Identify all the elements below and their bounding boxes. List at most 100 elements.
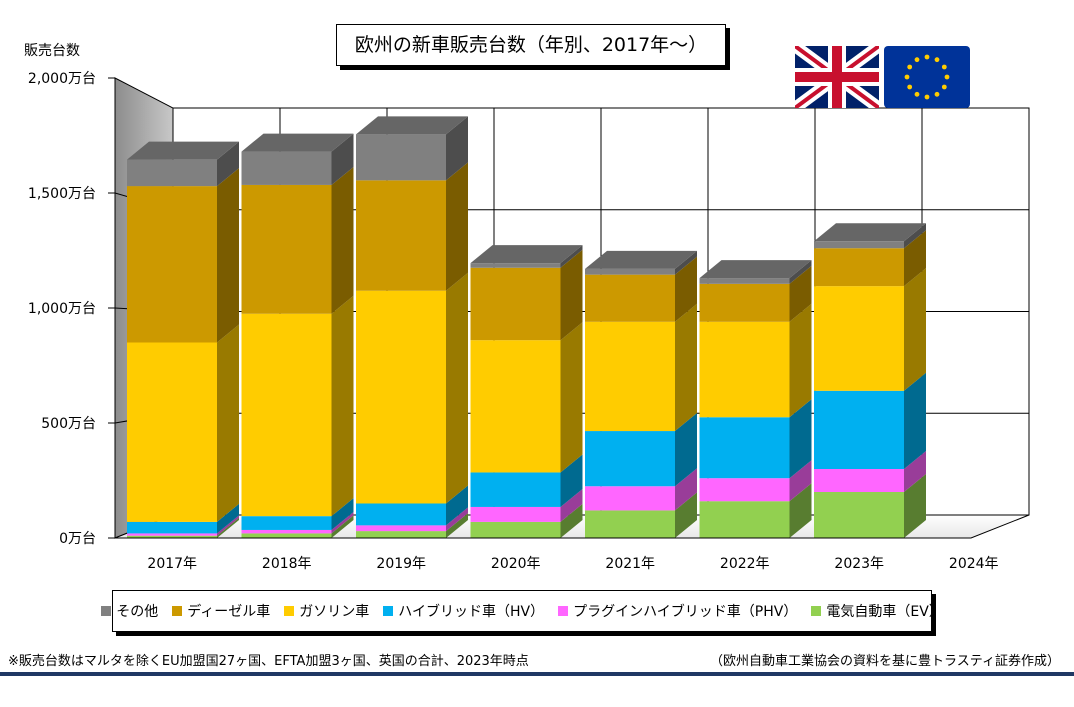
legend-item: その他: [101, 601, 158, 621]
bar-segment: [470, 267, 561, 341]
bar-segment: [241, 516, 332, 530]
eu-flag-icon: [884, 46, 970, 108]
legend-item: プラグインハイブリッド車（PHV）: [558, 601, 797, 621]
bar-top: [814, 223, 926, 242]
legend-label: 電気自動車（EV）: [826, 604, 943, 620]
bar-stack: [241, 133, 354, 538]
bar-segment: [356, 531, 446, 538]
bar-side: [560, 322, 583, 473]
bar-segment: [814, 241, 904, 249]
bar-stack: [127, 141, 239, 538]
x-tick-label: 2022年: [720, 556, 770, 572]
footnote: ※販売台数はマルタを除くEU加盟国27ヶ国、EFTA加盟3ヶ国、英国の合計、20…: [8, 654, 529, 669]
bar-side: [446, 507, 468, 532]
bar-side: [904, 451, 926, 492]
bar-segment: [699, 321, 790, 418]
bar-segment: [814, 286, 904, 391]
legend-label: ハイブリッド車（HV）: [398, 604, 545, 620]
bar-segment: [470, 506, 561, 522]
bar-side: [904, 474, 926, 538]
bar-top: [699, 260, 812, 279]
bar-side: [560, 488, 583, 522]
bar-segment: [470, 472, 561, 507]
source-note: （欧州自動車工業協会の資料を基に豊トラスティ証券作成）: [710, 654, 1060, 669]
y-tick-label: 500万台: [41, 416, 96, 432]
bar-segment: [470, 521, 561, 538]
bar-side: [789, 460, 812, 502]
bar-stack: [585, 250, 697, 538]
star-icon: [907, 84, 913, 90]
legend-item: ディーゼル車: [172, 601, 270, 621]
legend-swatch: [811, 606, 822, 616]
bar-side: [446, 272, 468, 504]
bar-side: [560, 454, 583, 507]
bottom-rule: [0, 672, 1074, 676]
star-icon: [914, 91, 920, 97]
bar-segment: [585, 510, 675, 538]
bar-side: [217, 324, 239, 522]
legend-swatch: [558, 606, 569, 616]
bar-side: [217, 168, 239, 343]
bar-side: [789, 265, 812, 322]
bar-stack: [356, 116, 468, 538]
bar-segment: [699, 417, 790, 479]
star-icon: [944, 74, 950, 80]
bar-segment: [241, 529, 332, 534]
x-tick-label: 2017年: [147, 556, 197, 572]
bar-side: [675, 468, 697, 511]
legend-label: ガソリン車: [299, 604, 370, 620]
bar-side: [675, 492, 697, 538]
chart-title: 欧州の新車販売台数（年別、2017年～）: [336, 24, 726, 66]
legend-item: ガソリン車: [284, 601, 369, 621]
star-icon: [914, 57, 920, 63]
bar-segment: [470, 263, 561, 268]
star-icon: [934, 91, 940, 97]
legend-label: その他: [116, 604, 159, 620]
legend: その他 ディーゼル車 ガソリン車 ハイブリッド車（HV） プラグインハイブリッド車（PH…: [101, 590, 943, 632]
bar-segment: [127, 521, 217, 534]
bar-side: [217, 515, 239, 536]
bar-segment: [127, 186, 217, 343]
bar-side: [331, 515, 354, 538]
bar-segment: [585, 268, 675, 275]
bar-stack: [470, 245, 583, 538]
star-icon: [907, 64, 913, 70]
bar-segment: [814, 248, 904, 287]
y-tick-label: 1,500万台: [28, 186, 96, 202]
bar-segment: [585, 431, 675, 487]
bar-segment: [356, 134, 446, 181]
x-tick-label: 2020年: [491, 556, 541, 572]
legend-swatch: [284, 606, 295, 616]
bar-side: [331, 498, 354, 530]
bar-side: [904, 372, 926, 469]
bar-segment: [241, 184, 332, 314]
bar-top: [470, 245, 583, 264]
legend-swatch: [383, 606, 394, 616]
bar-segment: [127, 533, 217, 536]
bar-side: [904, 268, 926, 391]
bar-segment: [585, 321, 675, 432]
bar-side: [446, 513, 468, 538]
bar-segment: [241, 313, 332, 517]
bar-side: [789, 399, 812, 479]
bar-stack: [814, 223, 926, 538]
bar-segment: [814, 469, 904, 492]
bar-side: [675, 413, 697, 487]
y-tick-label: 1,000万台: [28, 301, 96, 317]
bar-side: [675, 256, 697, 322]
star-icon: [904, 74, 910, 80]
y-axis: 0万台 500万台 1,000万台 1,500万台 2,000万台: [28, 71, 115, 547]
bar-segment: [127, 342, 217, 522]
legend-swatch: [101, 606, 112, 616]
bar-top: [127, 141, 239, 160]
x-axis: 2017年 2018年 2019年 2020年 2021年 2022年 2023年 2024年: [114, 78, 999, 572]
y-tick-label: 0万台: [59, 531, 96, 547]
star-icon: [941, 84, 947, 90]
bar-side: [560, 249, 583, 341]
bar-side: [904, 223, 926, 249]
bar-side: [789, 483, 812, 538]
bar-segment: [699, 478, 790, 502]
bar-side: [560, 245, 583, 268]
bar-segment: [699, 278, 790, 284]
bar-segment: [699, 501, 790, 538]
